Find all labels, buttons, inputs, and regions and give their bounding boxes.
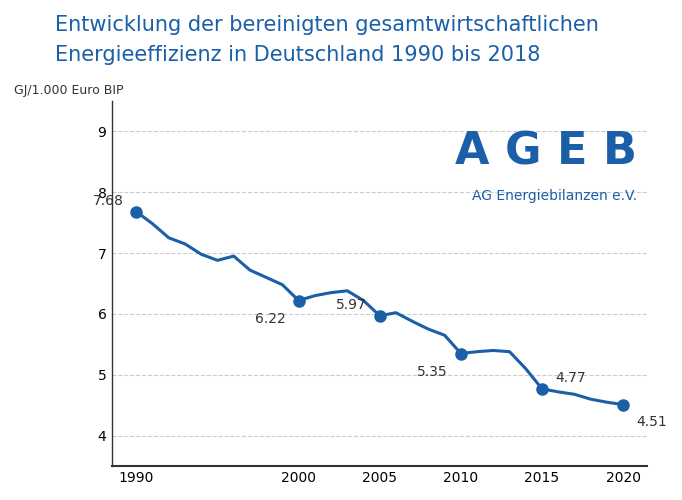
Text: 4.77: 4.77: [555, 371, 586, 385]
Text: Energieeffizienz in Deutschland 1990 bis 2018: Energieeffizienz in Deutschland 1990 bis…: [55, 45, 540, 65]
Y-axis label: GJ/1.000 Euro BIP: GJ/1.000 Euro BIP: [14, 84, 124, 97]
Text: 5.35: 5.35: [417, 365, 448, 379]
Text: 4.51: 4.51: [636, 414, 667, 428]
Text: 7.68: 7.68: [93, 194, 123, 207]
Text: 6.22: 6.22: [255, 312, 286, 326]
Text: A G E B: A G E B: [455, 130, 637, 173]
Text: 5.97: 5.97: [336, 298, 367, 312]
Text: AG Energiebilanzen e.V.: AG Energiebilanzen e.V.: [472, 188, 637, 202]
Text: Entwicklung der bereinigten gesamtwirtschaftlichen: Entwicklung der bereinigten gesamtwirtsc…: [55, 15, 598, 35]
